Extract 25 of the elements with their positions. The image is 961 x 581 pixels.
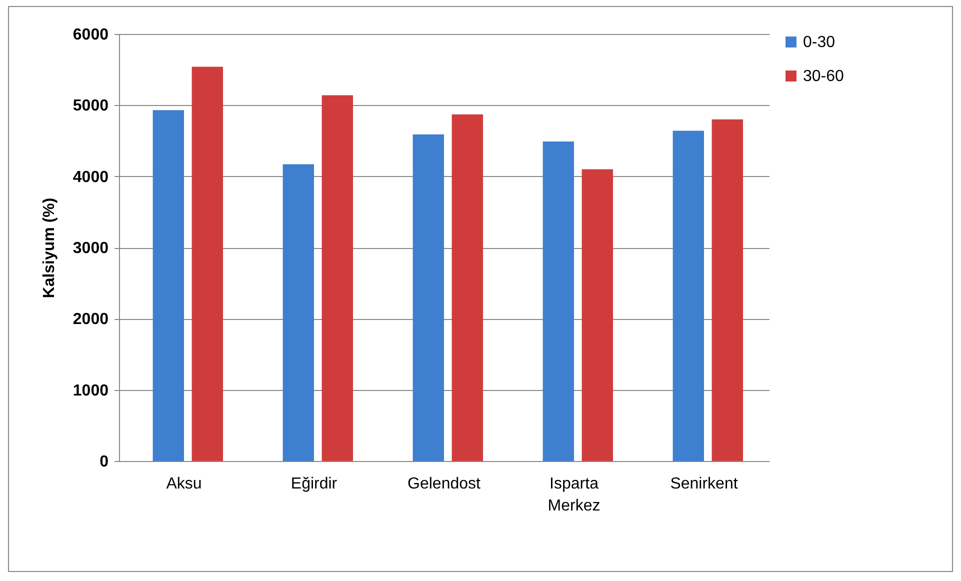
bar xyxy=(152,110,184,461)
x-tick-label: Gelendost xyxy=(408,476,482,492)
y-axis-title: Kalsiyum (%) xyxy=(40,198,58,298)
y-tick-label: 3000 xyxy=(72,240,109,257)
bar xyxy=(712,119,743,461)
y-tick-label: 1000 xyxy=(72,382,109,400)
y-tick-label: 4000 xyxy=(72,168,109,186)
bar xyxy=(582,169,613,461)
x-tick-label: Aksu xyxy=(166,476,202,492)
y-tick-label: 5000 xyxy=(72,98,109,115)
y-tick-label: 2000 xyxy=(72,311,109,328)
bar xyxy=(322,95,353,461)
bar xyxy=(672,130,704,461)
bar xyxy=(192,66,223,461)
y-tick-label: 0 xyxy=(100,454,109,470)
legend-label: 30-60 xyxy=(803,68,844,85)
bar xyxy=(452,114,483,461)
bar xyxy=(282,164,314,461)
x-tick-label: Senirkent xyxy=(670,476,738,492)
bar xyxy=(412,134,444,461)
y-tick-label: 6000 xyxy=(72,26,109,44)
legend-label: 0-30 xyxy=(803,34,836,51)
x-tick-label: Isparta Merkez xyxy=(548,476,600,514)
bar xyxy=(542,141,574,461)
x-tick-label: Eğirdir xyxy=(290,476,338,492)
